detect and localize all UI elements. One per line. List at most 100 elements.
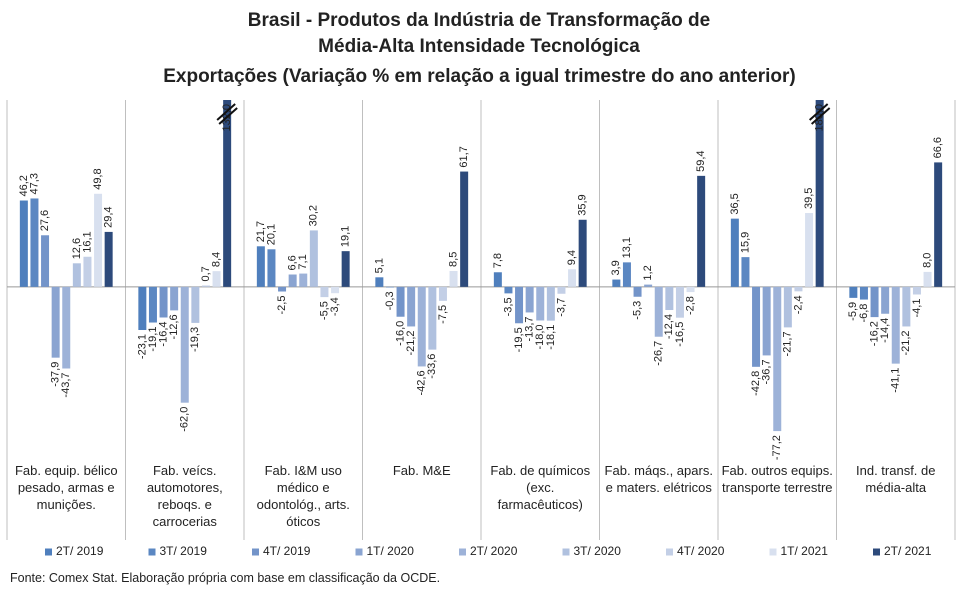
value-label: -18,0 (534, 324, 546, 349)
bar (686, 286, 695, 293)
legend-label: 1T/ 2021 (781, 544, 829, 558)
legend-swatch (459, 548, 466, 556)
value-label: -2,8 (684, 296, 696, 315)
value-label: 59,4 (695, 150, 707, 171)
value-label: -3,4 (329, 297, 341, 316)
bar (612, 279, 621, 287)
legend-label: 2T/ 2021 (884, 544, 932, 558)
bar (62, 286, 71, 369)
legend-swatch (45, 548, 52, 556)
value-label: -43,7 (60, 372, 72, 397)
bar (460, 171, 469, 287)
value-label: -23,1 (136, 334, 148, 359)
bar (180, 286, 189, 403)
value-label: -4,1 (911, 299, 923, 318)
bar (331, 286, 340, 294)
legend-swatch (355, 548, 363, 556)
bar (278, 286, 287, 292)
bar (19, 200, 28, 287)
bar (428, 286, 437, 350)
x-tick-label: Fab. outros equips. transporte terrestre (721, 463, 833, 495)
legend-swatch (252, 548, 259, 556)
value-label: 3,9 (610, 260, 622, 275)
value-label: -5,9 (847, 302, 859, 321)
bar (309, 230, 318, 287)
value-label: -16,4 (157, 321, 169, 346)
bar (438, 286, 447, 301)
x-tick-label: Fab. de químicos (exc. farmacêuticos) (490, 463, 591, 512)
value-label: 39,5 (803, 188, 815, 209)
legend-swatch (873, 548, 880, 556)
bar (375, 277, 384, 287)
bar (934, 162, 943, 287)
bar (201, 285, 210, 287)
value-label: -14,4 (879, 318, 891, 343)
value-label: -3,7 (555, 298, 567, 317)
value-label: -13,7 (524, 316, 536, 341)
bar (148, 286, 157, 323)
value-label: 49,8 (92, 168, 104, 189)
bar (417, 286, 426, 367)
value-label: -3,5 (502, 297, 514, 316)
bar (299, 273, 308, 287)
bar (568, 269, 577, 287)
value-label: -37,9 (50, 362, 62, 387)
bar (557, 286, 566, 294)
bar (546, 286, 555, 321)
legend-label: 4T/ 2020 (677, 544, 725, 558)
legend-swatch (562, 548, 570, 556)
value-label: -42,8 (750, 371, 762, 396)
value-label: 0,7 (200, 266, 212, 281)
bar (891, 286, 900, 364)
chart-subtitle: Exportações (Variação % em relação a igu… (163, 66, 796, 87)
bar (870, 286, 879, 318)
value-label: 8,4 (210, 252, 222, 267)
value-label: 9,4 (566, 250, 578, 265)
value-label: 7,1 (297, 254, 309, 269)
value-label: 47,3 (28, 173, 40, 194)
value-label: 12,6 (71, 238, 83, 259)
bar (493, 272, 502, 287)
x-tick-label: Fab. M&E (392, 463, 451, 478)
value-label: -19,5 (513, 327, 525, 352)
bar (341, 251, 350, 287)
legend-label: 2T/ 2020 (470, 544, 518, 558)
bar (912, 286, 921, 295)
bar (407, 286, 416, 327)
bar (223, 100, 232, 287)
bar (515, 286, 524, 324)
chart-title: Brasil - Produtos da Indústria de Transf… (247, 10, 711, 57)
value-label: -5,3 (631, 301, 643, 320)
bar (654, 286, 663, 337)
value-label: 20,1 (265, 224, 277, 245)
bar (449, 270, 458, 287)
value-label: -6,8 (858, 304, 870, 323)
bar (396, 286, 405, 317)
bar (881, 286, 890, 314)
value-label: -36,7 (761, 359, 773, 384)
value-label: 35,9 (577, 194, 589, 215)
value-label: 61,7 (458, 146, 470, 167)
value-label: -16,2 (868, 321, 880, 346)
value-label: -7,5 (437, 305, 449, 324)
bar (923, 271, 932, 287)
value-label: 13,1 (621, 237, 633, 258)
bar (794, 286, 803, 292)
value-label: -19,1 (147, 327, 159, 352)
bar (30, 198, 39, 287)
bar (159, 286, 168, 318)
value-label: 66,6 (932, 137, 944, 158)
bar (622, 262, 631, 287)
bar (536, 286, 545, 321)
bar (762, 286, 771, 356)
value-label: 8,0 (921, 253, 933, 268)
value-label: -0,3 (384, 291, 396, 310)
bar (288, 274, 297, 287)
bar (578, 219, 587, 287)
value-label: 15,9 (739, 232, 751, 253)
value-label: -12,4 (663, 314, 675, 339)
bar (859, 286, 868, 300)
source-note: Fonte: Comex Stat. Elaboração própria co… (10, 571, 441, 585)
value-label: 7,8 (492, 253, 504, 268)
x-tick-label: Fab. veícs. automotores, reboqs. e carro… (146, 463, 223, 529)
